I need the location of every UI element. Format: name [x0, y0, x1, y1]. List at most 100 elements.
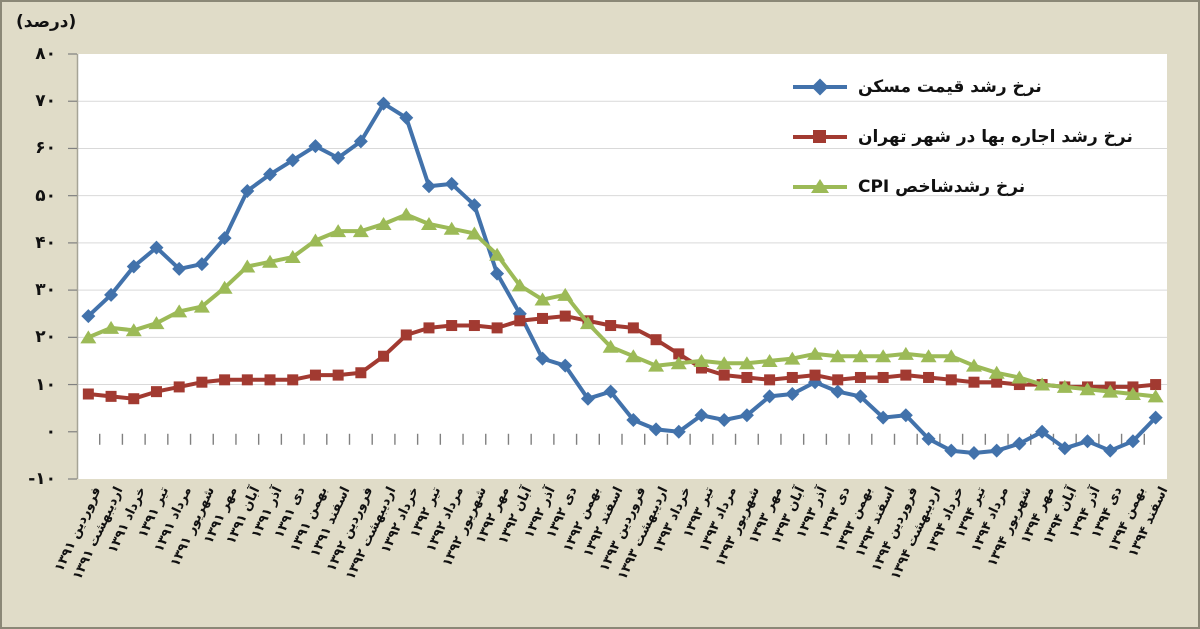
- data-point-triangle: [398, 207, 415, 221]
- data-point-square: [900, 369, 912, 381]
- data-point-triangle: [1056, 379, 1073, 393]
- data-point-square: [423, 322, 435, 334]
- data-point-square: [1150, 379, 1162, 391]
- data-point-square: [877, 371, 889, 383]
- data-point-square: [605, 320, 617, 332]
- data-point-square: [764, 374, 776, 386]
- data-point-diamond: [1057, 441, 1072, 456]
- legend-label: نرخ رشدشاخص CPI: [858, 177, 1026, 197]
- data-point-diamond: [194, 257, 209, 272]
- data-point-triangle: [330, 224, 347, 238]
- legend-label: نرخ رشد اجاره بها در شهر تهران: [858, 127, 1133, 147]
- data-point-diamond: [172, 261, 187, 276]
- data-point-triangle: [1102, 384, 1119, 398]
- data-point-triangle: [670, 356, 687, 370]
- data-point-diamond: [876, 410, 891, 425]
- data-point-triangle: [420, 217, 437, 230]
- data-point-diamond: [308, 139, 323, 154]
- data-point-diamond: [444, 176, 459, 191]
- data-point-square: [695, 362, 707, 374]
- data-point-triangle: [829, 349, 846, 363]
- data-point-square: [446, 320, 458, 332]
- data-point-triangle: [375, 217, 392, 230]
- data-point-triangle: [784, 351, 801, 365]
- data-point-diamond: [217, 231, 232, 246]
- data-point-diamond: [126, 259, 141, 274]
- data-point-triangle: [807, 346, 824, 360]
- data-point-triangle: [557, 287, 574, 301]
- data-point-square: [264, 374, 276, 386]
- data-point-square: [241, 374, 253, 386]
- square-marker-icon: [793, 129, 847, 145]
- data-point-square: [309, 369, 321, 381]
- data-point-diamond: [762, 389, 777, 404]
- data-point-square: [945, 374, 957, 386]
- data-point-square: [468, 320, 480, 332]
- data-point-triangle: [534, 292, 551, 306]
- data-point-diamond: [671, 424, 686, 439]
- data-point-triangle: [80, 330, 97, 344]
- data-point-diamond: [989, 443, 1004, 458]
- data-point-diamond: [1012, 436, 1027, 451]
- data-point-square: [491, 322, 503, 334]
- data-point-triangle: [693, 353, 710, 367]
- data-point-diamond: [694, 408, 709, 423]
- data-point-square: [832, 374, 844, 386]
- data-point-triangle: [716, 356, 733, 370]
- data-point-square: [809, 369, 821, 381]
- data-point-diamond: [240, 183, 255, 198]
- data-point-triangle: [239, 259, 256, 273]
- legend-label: نرخ رشد قیمت مسکن: [858, 77, 1042, 97]
- data-point-triangle: [511, 278, 528, 292]
- data-point-diamond: [1125, 434, 1140, 449]
- y-axis-label: ۵۰: [35, 185, 56, 206]
- data-point-diamond: [717, 412, 732, 427]
- data-point-square: [196, 376, 208, 388]
- data-point-triangle: [875, 349, 892, 363]
- data-point-diamond: [285, 153, 300, 168]
- data-point-square: [105, 390, 117, 402]
- data-point-diamond: [399, 110, 414, 125]
- legend-item: نرخ رشدشاخص CPI: [793, 162, 1133, 212]
- data-point-triangle: [262, 254, 279, 268]
- data-point-square: [559, 310, 571, 322]
- data-point-square: [150, 386, 162, 398]
- data-point-triangle: [1079, 382, 1096, 396]
- data-point-diamond: [263, 167, 278, 182]
- data-point-triangle: [1147, 389, 1164, 403]
- legend: نرخ رشد قیمت مسکن نرخ رشد اجاره بها در شه…: [793, 62, 1133, 212]
- data-point-triangle: [852, 349, 869, 363]
- data-point-triangle: [216, 280, 233, 294]
- data-point-triangle: [579, 316, 596, 330]
- data-point-diamond: [81, 309, 96, 324]
- data-point-triangle: [1124, 387, 1141, 400]
- data-point-square: [1013, 379, 1025, 391]
- y-axis-label: ۴۰: [35, 232, 56, 253]
- y-axis-label: ۲۰: [35, 327, 56, 348]
- y-axis-label: ۰: [45, 421, 56, 442]
- data-point-diamond: [830, 384, 845, 399]
- data-point-diamond: [376, 96, 391, 111]
- data-point-diamond: [580, 391, 595, 406]
- data-point-triangle: [125, 323, 142, 337]
- data-point-square: [355, 367, 367, 379]
- data-point-triangle: [1034, 377, 1051, 391]
- data-point-square: [219, 374, 231, 386]
- data-point-diamond: [1103, 443, 1118, 458]
- y-axis-label: ۸۰: [35, 44, 56, 64]
- data-point-triangle: [103, 320, 120, 334]
- data-point-diamond: [467, 198, 482, 213]
- data-point-square: [287, 374, 299, 386]
- data-point-square: [378, 350, 390, 362]
- data-point-square: [968, 376, 980, 388]
- legend-item: نرخ رشد اجاره بها در شهر تهران: [793, 112, 1133, 162]
- data-point-triangle: [307, 233, 324, 247]
- data-point-square: [718, 369, 730, 381]
- data-point-triangle: [1011, 370, 1028, 384]
- data-point-square: [650, 334, 662, 346]
- data-point-square: [786, 371, 798, 383]
- data-point-diamond: [1080, 434, 1095, 449]
- data-point-triangle: [761, 353, 778, 367]
